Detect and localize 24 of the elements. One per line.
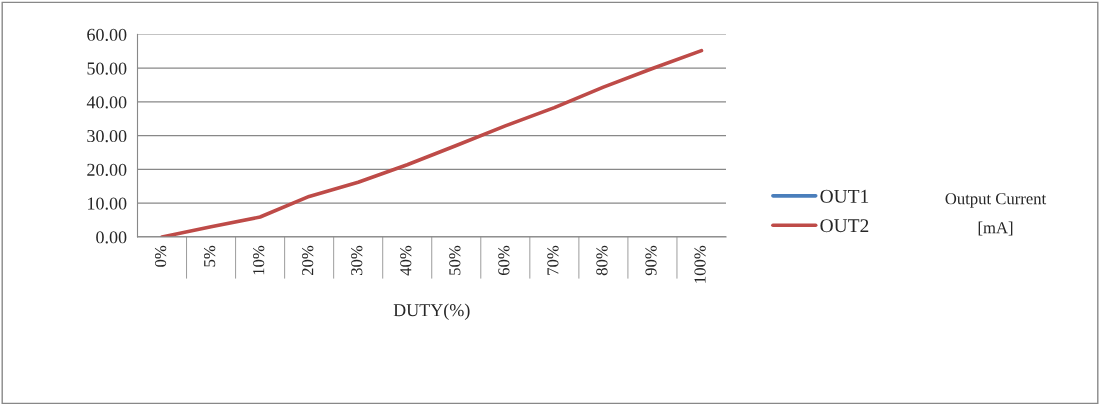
text: Output Current [mA]	[945, 193, 1047, 236]
legend-label: OUT2	[820, 219, 869, 233]
line-series	[160, 48, 704, 237]
y-tick-label: 0.00	[96, 231, 127, 244]
x-tick-label: 100%	[694, 245, 706, 283]
x-axis-title: DUTY(%)	[393, 303, 470, 320]
x-tick-label: 10%	[253, 245, 265, 275]
x-tick-label: 40%	[400, 245, 412, 276]
x-tick-label: 90%	[645, 245, 657, 276]
legend-label: OUT1	[820, 189, 869, 203]
y-tick-label: 50.00	[87, 62, 127, 75]
x-tick-label: 30%	[351, 245, 363, 276]
y-tick-label: 30.00	[87, 129, 127, 143]
x-tick-label: 5%	[203, 245, 216, 267]
x-tick-label: 50%	[449, 245, 461, 275]
y-tick-label: 60.00	[87, 28, 127, 41]
x-tick-label: 70%	[547, 245, 559, 275]
x-tick-label: 0%	[154, 245, 167, 267]
y-tick-label: 40.00	[86, 96, 127, 109]
x-tick-label: 20%	[302, 245, 314, 276]
x-tick-label: 80%	[596, 245, 608, 276]
y-tick-label: 10.00	[88, 197, 127, 210]
y-tick-label: 20.00	[87, 163, 127, 176]
x-tick-label: 60%	[498, 245, 510, 276]
